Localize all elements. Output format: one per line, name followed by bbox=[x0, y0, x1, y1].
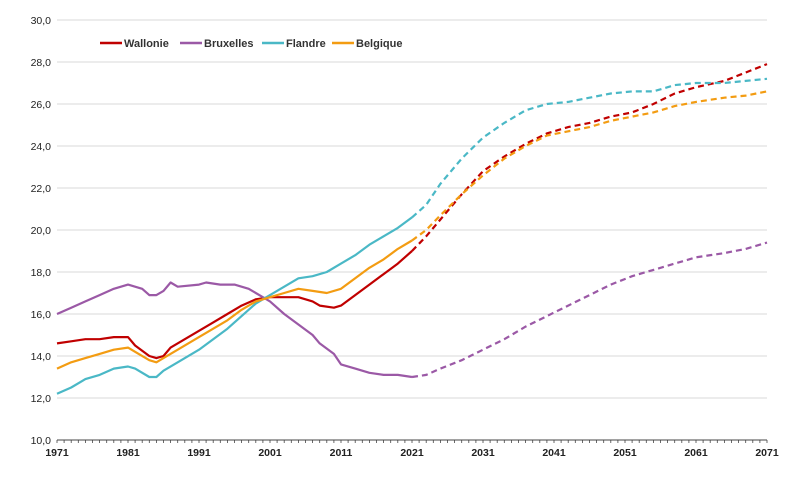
x-tick-label: 2071 bbox=[755, 447, 779, 459]
series-line-bruxelles-observed bbox=[56, 281, 413, 379]
series-line-belgique-projected bbox=[411, 90, 768, 242]
series-line-belgique-observed bbox=[56, 239, 413, 370]
y-tick-label: 16,0 bbox=[31, 309, 52, 321]
gridlines bbox=[57, 19, 767, 399]
x-tick-label: 2041 bbox=[542, 447, 566, 459]
y-tick-label: 18,0 bbox=[31, 267, 52, 279]
series-line-wallonie-observed bbox=[56, 250, 413, 360]
y-tick-label: 10,0 bbox=[31, 435, 52, 447]
legend-label: Flandre bbox=[286, 38, 326, 50]
y-tick-label: 12,0 bbox=[31, 393, 52, 405]
axes: 10,0 12,0 14,0 16,0 18,0 20,0 22,0 24,0 26,0 28,0… bbox=[31, 15, 779, 459]
y-tick-label: 28,0 bbox=[31, 57, 52, 69]
x-tick-label: 1971 bbox=[45, 447, 69, 459]
legend-label: Bruxelles bbox=[204, 38, 254, 50]
series-line-flandre-observed bbox=[56, 216, 413, 395]
x-tick-label: 2061 bbox=[684, 447, 708, 459]
y-tick-label: 22,0 bbox=[31, 183, 52, 195]
series-line-bruxelles-projected bbox=[411, 241, 768, 379]
y-tick-label: 14,0 bbox=[31, 351, 52, 363]
legend-label: Wallonie bbox=[124, 38, 169, 50]
x-tick-label: 1981 bbox=[116, 447, 140, 459]
series-line-wallonie-projected bbox=[411, 63, 768, 252]
x-tick-label: 1991 bbox=[187, 447, 211, 459]
legend-label: Belgique bbox=[356, 38, 402, 50]
x-tick-label: 2011 bbox=[330, 447, 353, 459]
x-tick-label: 2031 bbox=[471, 447, 495, 459]
series-line-flandre-projected bbox=[411, 77, 768, 219]
x-tick-label: 2021 bbox=[400, 447, 424, 459]
series-group bbox=[56, 63, 768, 395]
y-tick-label: 30,0 bbox=[31, 15, 52, 27]
y-tick-label: 26,0 bbox=[31, 99, 52, 111]
x-tick-label: 2001 bbox=[258, 447, 282, 459]
legend: Wallonie Bruxelles Flandre Belgique bbox=[100, 38, 402, 50]
y-tick-label: 20,0 bbox=[31, 225, 52, 237]
y-tick-label: 24,0 bbox=[31, 141, 52, 153]
x-tick-label: 2051 bbox=[613, 447, 637, 459]
